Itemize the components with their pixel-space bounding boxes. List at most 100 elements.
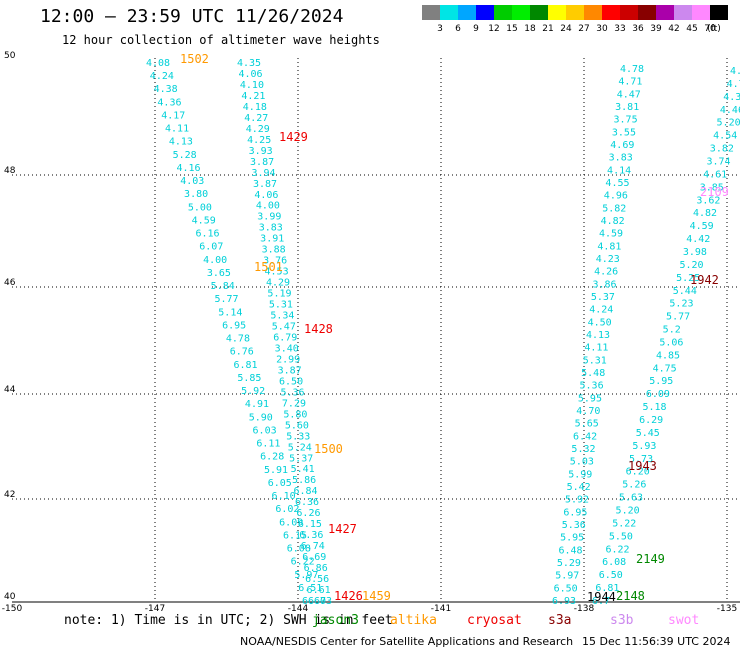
- wave-height-label: 5.19: [267, 289, 291, 300]
- wave-height-label: 6.81: [234, 360, 258, 371]
- wave-height-label: 7.29: [282, 398, 306, 409]
- wave-height-label: 5.97: [294, 570, 318, 581]
- wave-height-label: 5.20: [680, 260, 704, 271]
- pass-time-label: 1426: [334, 589, 363, 603]
- wave-height-label: 6.76: [230, 347, 254, 358]
- wave-height-label: 4.59: [192, 215, 216, 226]
- wave-height-label: 4.24: [150, 71, 174, 82]
- wave-height-label: 5.06: [659, 337, 683, 348]
- legend-tick-label: 9: [473, 24, 479, 34]
- wave-height-label: 5.37: [591, 292, 615, 303]
- wave-height-label: 6.29: [639, 415, 663, 426]
- wave-height-label: 6.50: [599, 570, 623, 581]
- wave-height-label: 4.06: [254, 190, 278, 201]
- wave-height-label: 6.60: [302, 596, 326, 607]
- legend-swatch: [422, 5, 440, 20]
- lon-label: -135: [717, 604, 737, 614]
- wave-height-label: 5.93: [632, 441, 656, 452]
- satellite-name-s3b: s3b: [610, 613, 634, 628]
- wave-height-label: 4.78: [226, 334, 250, 345]
- wave-height-label: 4.7: [730, 66, 740, 77]
- wave-height-label: 4.36: [157, 97, 181, 108]
- wave-height-label: 4.13: [586, 330, 610, 341]
- wave-height-label: 4.79: [727, 79, 740, 90]
- wave-height-label: 5.28: [173, 150, 197, 161]
- wave-height-label: 5.42: [567, 482, 591, 493]
- pass-time-label: 1500: [314, 442, 343, 456]
- wave-height-label: 5.24: [288, 442, 312, 453]
- legend-tick-label: 36: [632, 24, 644, 34]
- legend-tick-label: 27: [578, 24, 589, 34]
- wave-height-label: 5.20: [717, 118, 740, 129]
- wave-height-label: 4.91: [245, 399, 269, 410]
- wave-height-label: 4.96: [604, 191, 628, 202]
- wave-height-label: 4.03: [180, 176, 204, 187]
- wave-height-label: 5.22: [612, 518, 636, 529]
- wave-height-label: 6.86: [304, 563, 328, 574]
- wave-height-label: 4.17: [161, 110, 185, 121]
- lon-label: -138: [574, 604, 595, 614]
- wave-height-label: 6.73: [308, 596, 332, 607]
- wave-height-label: 4.14: [607, 165, 631, 176]
- wave-height-label: 4.42: [686, 234, 710, 245]
- wave-height-label: 3.94: [251, 168, 275, 179]
- pass-time-label: 2149: [636, 552, 665, 566]
- pass-time-label: 1459: [362, 589, 391, 603]
- wave-height-label: 5.80: [283, 409, 307, 420]
- pass-time-label: 1428: [304, 322, 333, 336]
- wave-height-label: 5.65: [575, 419, 599, 430]
- wave-height-label: 3.75: [614, 115, 638, 126]
- legend-swatch: [584, 5, 602, 20]
- pass-time-label: 1943: [628, 459, 657, 473]
- pass-time-label: 2148: [616, 589, 645, 603]
- wave-height-label: 3.85: [700, 182, 724, 193]
- legend-tick-label: 45: [686, 24, 697, 34]
- pass-time-label: 1427: [328, 522, 357, 536]
- lat-label: 50: [4, 51, 16, 61]
- wave-height-label: 3.87: [253, 179, 277, 190]
- legend-swatch: [548, 5, 566, 20]
- wave-height-label: 6.08: [602, 557, 626, 568]
- lon-label: -141: [431, 604, 451, 614]
- wave-height-label: 4.35: [237, 58, 261, 69]
- wave-height-label: 5.63: [619, 493, 643, 504]
- wave-height-label: 6.50: [279, 376, 303, 387]
- wave-height-label: 5.2: [663, 325, 681, 336]
- wave-height-label: 4.81: [597, 241, 621, 252]
- wave-height-label: 4.11: [584, 343, 608, 354]
- wave-height-label: 3.65: [207, 268, 231, 279]
- wave-height-label: 4.11: [165, 124, 189, 135]
- wave-height-label: 6.09: [279, 517, 303, 528]
- legend-swatch: [530, 5, 548, 20]
- wave-height-label: 5.32: [571, 444, 595, 455]
- wave-height-label: 4.36: [723, 92, 740, 103]
- wave-height-label: 3.93: [249, 146, 273, 157]
- pass-time-label: 1501: [254, 260, 283, 274]
- satellite-name-cryosat: cryosat: [467, 613, 522, 628]
- legend-swatch: [710, 5, 728, 20]
- lat-label: 42: [4, 490, 15, 500]
- legend-tick-label: 42: [668, 24, 679, 34]
- wave-height-label: 5.31: [583, 355, 607, 366]
- wave-height-label: 6.74: [301, 541, 325, 552]
- wave-height-label: 3.76: [263, 256, 287, 267]
- wave-height-label: 6.08: [287, 544, 311, 555]
- wave-height-label: 3.87: [250, 157, 274, 168]
- wave-height-label: 6.09: [646, 389, 670, 400]
- wave-height-label: 5.95: [560, 533, 584, 544]
- wave-height-label: 4.82: [601, 216, 625, 227]
- wave-height-label: 6.11: [256, 439, 280, 450]
- wave-height-label: 4.13: [169, 137, 193, 148]
- legend-swatch: [620, 5, 638, 20]
- wave-height-label: 5.77: [666, 312, 690, 323]
- legend-unit-label: (ft): [707, 24, 721, 34]
- wave-height-label: 6.7: [592, 596, 610, 607]
- lat-label: 44: [4, 385, 16, 395]
- legend-swatch: [440, 5, 458, 20]
- wave-height-label: 4.69: [610, 140, 634, 151]
- wave-height-label: 6.36: [299, 530, 323, 541]
- wave-height-label: 6.22: [605, 544, 629, 555]
- legend-tick-label: 30: [596, 24, 608, 34]
- wave-height-label: 6.48: [558, 545, 582, 556]
- wave-height-label: 5.92: [565, 495, 589, 506]
